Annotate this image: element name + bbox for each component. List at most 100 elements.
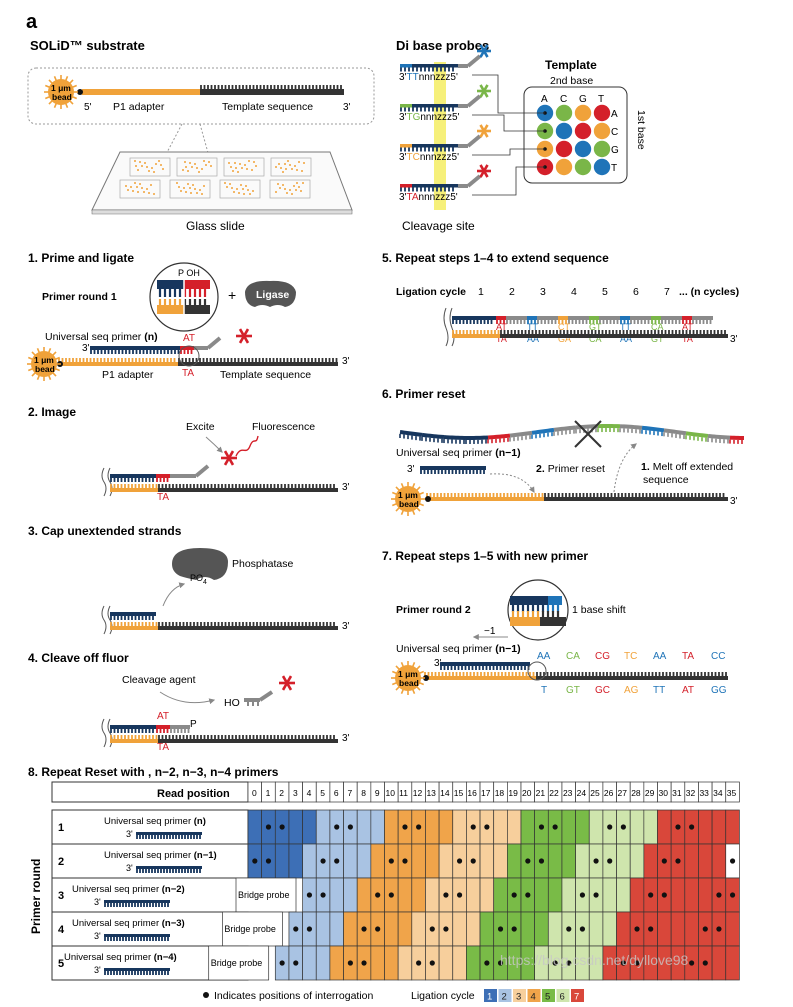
cycle-numbers: 1 2 3 4 5 6 7 xyxy=(478,286,670,298)
substrate-title: SOLiD™ substrate xyxy=(30,38,145,53)
position-number: 11 xyxy=(399,788,408,798)
matrix-row-label: G xyxy=(611,145,619,156)
bead-label-line2: bead xyxy=(52,92,72,102)
grid-cell xyxy=(425,843,440,879)
round-number: 3 xyxy=(58,890,64,902)
round-three-prime: 3' xyxy=(94,965,101,975)
grid-cell xyxy=(575,843,590,879)
matrix-color-cell xyxy=(555,122,573,140)
position-number: 21 xyxy=(536,788,546,798)
grid-cell xyxy=(356,809,372,845)
position-number: 16 xyxy=(467,788,477,798)
grid-cell xyxy=(602,911,617,947)
three-prime-primer-step7: 3' xyxy=(434,658,442,669)
grid-cell xyxy=(670,877,686,913)
interrogation-dot xyxy=(525,858,531,864)
interrogation-dot xyxy=(634,926,640,932)
three-prime-label: 3' xyxy=(343,102,351,113)
grid-cell xyxy=(507,809,522,845)
legend-cycle-box xyxy=(484,989,497,1002)
universal-primer-label-step6: Universal seq primer (n−1) xyxy=(396,447,521,459)
interrogation-dot xyxy=(511,926,517,932)
melted-segment xyxy=(707,433,731,440)
interrogation-dot xyxy=(293,926,299,932)
grid-cell xyxy=(657,911,672,947)
color-matrix-frame xyxy=(523,86,628,184)
round-number: 2 xyxy=(58,856,64,868)
grid-cell xyxy=(356,877,372,913)
probes-title: Di base probes xyxy=(396,38,489,53)
p-label-step4: P xyxy=(190,719,197,730)
interrogation-dot xyxy=(607,858,613,864)
probe-connector-line xyxy=(472,166,545,196)
base-shift-label: 1 base shift xyxy=(572,604,626,616)
step7-bottom-pair: T xyxy=(541,685,547,696)
interrogation-dot xyxy=(566,926,572,932)
step2-fluor-icon xyxy=(221,450,237,466)
cleavage-highlight xyxy=(434,62,446,210)
position-number: 25 xyxy=(590,788,600,798)
melted-segment xyxy=(509,430,533,438)
interrogation-dot xyxy=(538,824,545,830)
step2-strands xyxy=(101,450,338,497)
interrogation-dot xyxy=(470,858,476,864)
matrix-col-label: C xyxy=(560,94,567,105)
at-label-step4: AT xyxy=(157,711,169,722)
grid-cell xyxy=(684,911,699,947)
template-title: Template xyxy=(545,58,597,72)
three-prime-end-step1: 3' xyxy=(342,356,350,367)
melted-segment xyxy=(399,430,423,437)
first-base-label: 1st base xyxy=(635,110,647,150)
grid-cell xyxy=(629,877,645,913)
matrix-color-cell xyxy=(593,104,611,122)
p1-adapter-label-step1: P1 adapter xyxy=(102,369,154,381)
grid-cell xyxy=(315,945,331,981)
grid-cell xyxy=(588,809,604,845)
interrogation-dot xyxy=(689,960,695,966)
grid-cell xyxy=(411,843,426,879)
template-sequence-label: Template sequence xyxy=(222,101,313,113)
ta-label-step4: TA xyxy=(157,742,169,753)
phosphatase-label: Phosphatase xyxy=(232,558,293,570)
position-number: 2 xyxy=(279,788,284,798)
grid-cell xyxy=(725,809,740,845)
grid-cell xyxy=(397,911,413,947)
three-prime-step5: 3' xyxy=(730,334,738,345)
grid-cell xyxy=(629,843,645,879)
probe-sequence-label: 3'TAnnnzzz5' xyxy=(399,192,458,203)
legend-cycle-box xyxy=(527,989,541,1002)
step7-top-pair: TC xyxy=(624,651,637,662)
step7-bottom-pair: TT xyxy=(653,685,665,696)
figure-letter: a xyxy=(26,11,38,33)
matrix-col-label: A xyxy=(541,94,548,105)
ta-label: TA xyxy=(182,368,194,379)
cycle-top-pair: AT xyxy=(682,322,693,332)
base-shift-zoom xyxy=(507,579,569,641)
position-number: 22 xyxy=(549,788,559,798)
position-number: 4 xyxy=(307,788,312,798)
round-label-cell xyxy=(51,809,249,845)
position-number: 8 xyxy=(361,788,366,798)
grid-cell xyxy=(684,843,699,879)
bridge-probe-label: Bridge probe xyxy=(211,958,263,968)
grid-cell xyxy=(384,809,399,845)
interrogation-dot xyxy=(306,892,313,898)
probe-fluor-icon xyxy=(477,124,491,138)
step8-title: 8. Repeat Reset with , n−2, n−3, n−4 pri… xyxy=(28,765,279,779)
grid-cell xyxy=(711,843,727,879)
grid-cell xyxy=(616,877,631,913)
step1-title: 1. Prime and ligate xyxy=(28,251,134,265)
melted-segment xyxy=(619,424,643,430)
interrogation-dot xyxy=(279,824,285,830)
probe-connector-line xyxy=(472,114,545,132)
grid-cell xyxy=(288,809,303,845)
position-header-cell xyxy=(725,781,740,803)
melted-strand xyxy=(399,424,745,444)
ligation-cycle-label: Ligation cycle xyxy=(396,286,466,298)
matrix-color-cell xyxy=(593,140,611,158)
round-primer-label: Universal seq primer (n−2) xyxy=(72,884,185,895)
legend-cycle-box xyxy=(542,989,555,1002)
